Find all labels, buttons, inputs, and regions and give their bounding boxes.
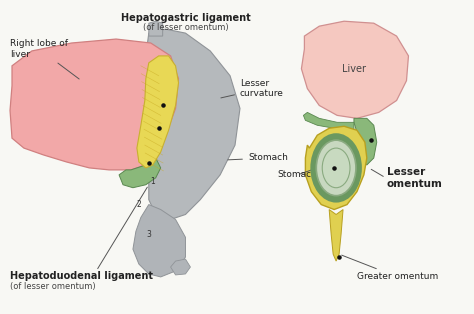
Text: Right lobe of
liver: Right lobe of liver: [10, 39, 79, 79]
Polygon shape: [301, 21, 409, 118]
Polygon shape: [10, 39, 179, 170]
Text: Lesser
omentum: Lesser omentum: [387, 167, 443, 189]
Point: [145, 160, 153, 165]
Point: [330, 165, 338, 171]
Polygon shape: [119, 158, 161, 188]
Point: [155, 126, 163, 131]
Text: 1: 1: [150, 177, 155, 186]
Text: Greater omentum: Greater omentum: [342, 255, 438, 281]
Ellipse shape: [310, 133, 362, 203]
Polygon shape: [133, 205, 185, 277]
Text: Hepatogastric ligament: Hepatogastric ligament: [120, 13, 250, 23]
Text: Lesser
curvature: Lesser curvature: [221, 79, 284, 98]
Polygon shape: [149, 21, 163, 36]
Text: 2: 2: [137, 200, 141, 209]
Polygon shape: [171, 259, 191, 275]
Text: Liver: Liver: [342, 64, 366, 74]
Polygon shape: [137, 56, 179, 168]
Point: [335, 255, 343, 260]
Point: [159, 103, 166, 108]
Text: Stomach: Stomach: [278, 169, 318, 179]
Text: (of lesser omentum): (of lesser omentum): [143, 23, 228, 32]
Ellipse shape: [316, 140, 356, 196]
Polygon shape: [303, 112, 354, 130]
Point: [367, 138, 374, 143]
Polygon shape: [146, 29, 240, 219]
Polygon shape: [329, 209, 343, 261]
Text: (of lesser omentum): (of lesser omentum): [10, 282, 96, 291]
Polygon shape: [354, 118, 377, 165]
Polygon shape: [305, 126, 367, 209]
Text: Stomach: Stomach: [228, 154, 288, 162]
Ellipse shape: [322, 148, 350, 188]
Text: Hepatoduodenal ligament: Hepatoduodenal ligament: [10, 271, 153, 281]
Text: 3: 3: [146, 230, 151, 239]
